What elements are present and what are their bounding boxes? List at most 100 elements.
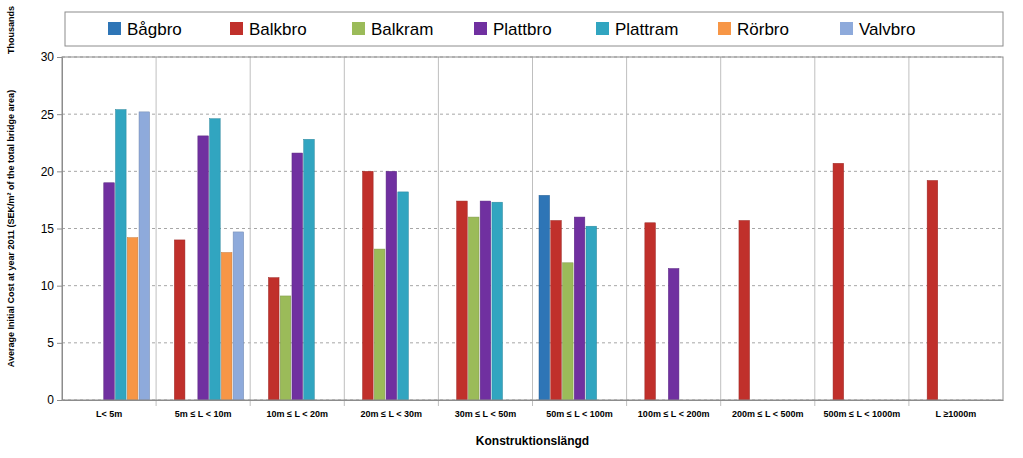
y-tick-label: 25 bbox=[41, 108, 55, 122]
y-tick: 30 bbox=[41, 50, 62, 64]
bar bbox=[304, 139, 315, 400]
x-tick: 500m ≤ L < 1000m bbox=[824, 400, 901, 419]
series bbox=[139, 112, 244, 400]
y-tick: 10 bbox=[41, 279, 62, 293]
y-unit-label: Thousands bbox=[6, 6, 16, 54]
bar bbox=[127, 238, 138, 400]
y-tick-label: 0 bbox=[47, 393, 54, 407]
legend-item: Plattram bbox=[596, 20, 678, 39]
x-tick-label: 100m ≤ L < 200m bbox=[638, 409, 710, 419]
x-tick-label: L ≥1000m bbox=[936, 409, 977, 419]
x-tick: 10m ≤ L < 20m bbox=[266, 400, 328, 419]
x-tick: L ≥1000m bbox=[936, 400, 977, 419]
y-tick-mark bbox=[57, 343, 62, 344]
legend-item: Rörbro bbox=[718, 20, 789, 39]
legend-swatch bbox=[474, 22, 487, 35]
x-axis: L< 5m5m ≤ L < 10m10m ≤ L < 20m20m ≤ L < … bbox=[63, 400, 1004, 419]
series bbox=[280, 217, 573, 400]
bar bbox=[221, 253, 232, 400]
x-tick-label: L< 5m bbox=[96, 409, 122, 419]
x-tick-label: 50m ≤ L < 100m bbox=[546, 409, 613, 419]
bar bbox=[398, 192, 409, 400]
y-tick-mark bbox=[57, 229, 62, 230]
bar bbox=[116, 110, 127, 400]
series bbox=[539, 195, 550, 400]
x-tick: 20m ≤ L < 30m bbox=[361, 400, 423, 419]
x-tick-label: 20m ≤ L < 30m bbox=[361, 409, 423, 419]
bar bbox=[480, 201, 491, 400]
legend-label: Bågbro bbox=[127, 20, 182, 39]
x-tick: 30m ≤ L < 50m bbox=[455, 400, 517, 419]
y-tick-label: 5 bbox=[47, 336, 54, 350]
x-tick: 50m ≤ L < 100m bbox=[546, 400, 613, 419]
y-tick-mark bbox=[57, 171, 62, 172]
bar bbox=[233, 232, 244, 400]
bar bbox=[174, 240, 185, 400]
legend-item: Balkram bbox=[352, 20, 433, 39]
bar bbox=[210, 119, 221, 400]
legend-swatch bbox=[108, 22, 121, 35]
category-separator bbox=[626, 57, 627, 406]
y-axis: 0 5 10 15 20 25 30 bbox=[41, 50, 63, 407]
legend-swatch bbox=[352, 22, 365, 35]
legend-swatch bbox=[840, 22, 853, 35]
legend-item: Bågbro bbox=[108, 20, 182, 39]
y-tick: 15 bbox=[41, 222, 62, 236]
legend-item: Balkbro bbox=[230, 20, 307, 39]
bar bbox=[292, 153, 303, 400]
category-separator bbox=[720, 57, 721, 406]
legend-label: Plattbro bbox=[493, 20, 552, 39]
x-axis-line bbox=[63, 400, 1004, 401]
x-tick: 100m ≤ L < 200m bbox=[638, 400, 710, 419]
x-tick-label: 30m ≤ L < 50m bbox=[455, 409, 517, 419]
x-tick-label: 500m ≤ L < 1000m bbox=[824, 409, 901, 419]
legend-item: Plattbro bbox=[474, 20, 552, 39]
y-tick: 20 bbox=[41, 165, 62, 179]
bar bbox=[374, 249, 385, 400]
legend-item: Valvbro bbox=[840, 20, 915, 39]
series bbox=[174, 163, 937, 400]
separators bbox=[156, 57, 909, 406]
x-tick: 200m ≤ L < 500m bbox=[732, 400, 804, 419]
series bbox=[104, 136, 679, 400]
category-separator bbox=[250, 57, 251, 406]
y-tick: 25 bbox=[41, 108, 62, 122]
x-axis-title: Konstruktionslängd bbox=[476, 434, 589, 448]
legend-swatch bbox=[230, 22, 243, 35]
bar bbox=[386, 171, 397, 400]
bars bbox=[104, 110, 938, 400]
x-tick-label: 200m ≤ L < 500m bbox=[732, 409, 804, 419]
y-tick: 0 bbox=[47, 393, 62, 407]
bar bbox=[492, 202, 503, 400]
plot: 0 5 10 15 20 25 30 L< 5m5m ≤ L < 10m10m ≤ L < 2… bbox=[41, 50, 1004, 419]
category-separator bbox=[156, 57, 157, 406]
bar bbox=[198, 136, 209, 400]
x-tick-label: 10m ≤ L < 20m bbox=[266, 409, 328, 419]
y-tick-mark bbox=[57, 286, 62, 287]
category-separator bbox=[814, 57, 815, 406]
bar bbox=[833, 163, 844, 400]
y-tick-label: 30 bbox=[41, 50, 55, 64]
y-tick-label: 20 bbox=[41, 165, 55, 179]
category-separator bbox=[532, 57, 533, 406]
bar bbox=[104, 183, 115, 400]
y-tick-label: 15 bbox=[41, 222, 55, 236]
chart: 0 5 10 15 20 25 30 L< 5m5m ≤ L < 10m10m ≤ L < 2… bbox=[0, 0, 1023, 458]
y-axis-line bbox=[62, 58, 63, 401]
category-separator bbox=[908, 57, 909, 406]
legend-swatch bbox=[596, 22, 609, 35]
bar bbox=[927, 180, 938, 400]
bar bbox=[139, 112, 150, 400]
bar bbox=[668, 269, 679, 400]
bar bbox=[457, 201, 468, 400]
y-tick-mark bbox=[57, 114, 62, 115]
y-axis-title: Average Initial Cost at year 2011 (SEK/m… bbox=[6, 90, 16, 367]
y-tick-mark bbox=[57, 400, 62, 401]
legend-label: Rörbro bbox=[737, 20, 789, 39]
legend-label: Plattram bbox=[615, 20, 678, 39]
legend-label: Balkbro bbox=[249, 20, 307, 39]
legend-swatch bbox=[718, 22, 731, 35]
series bbox=[116, 110, 597, 400]
legend: Bågbro Balkbro Balkram Plattbro Plattram Rörb… bbox=[65, 12, 1003, 46]
bar bbox=[363, 171, 374, 400]
